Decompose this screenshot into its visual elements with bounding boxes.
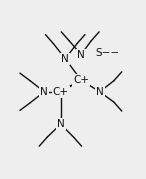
Text: N: N — [57, 119, 65, 129]
Text: S−−: S−− — [96, 48, 120, 58]
Text: C+: C+ — [73, 75, 89, 85]
Text: C+: C+ — [53, 87, 69, 97]
Text: N: N — [77, 50, 85, 60]
Text: N: N — [40, 87, 48, 97]
Text: N: N — [61, 54, 69, 64]
Text: N: N — [96, 87, 104, 97]
